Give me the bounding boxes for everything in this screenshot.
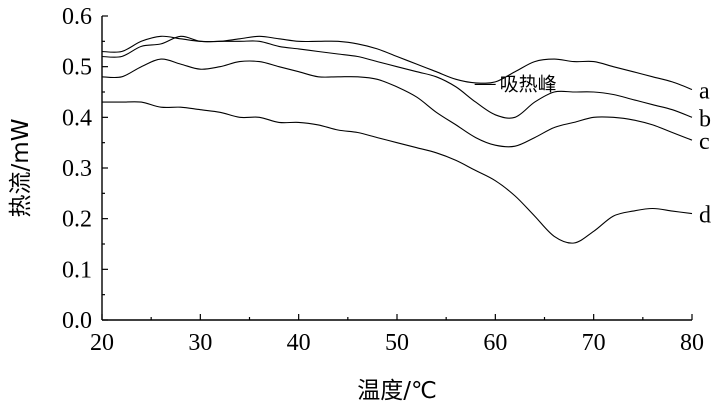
series-label-a: a: [699, 78, 710, 104]
x-tick-label-60: 60: [483, 330, 507, 356]
annotation-text: 吸热峰: [500, 73, 557, 95]
series-line-c: [101, 58, 693, 148]
y-tick-label-0.0: 0.0: [62, 308, 92, 334]
y-tick-label-0.5: 0.5: [62, 55, 92, 81]
axes: [101, 16, 692, 321]
y-ticks: 0.0 0.1 0.2 0.3 0.4 0.5 0.6: [62, 4, 108, 334]
y-tick-label-0.1: 0.1: [62, 257, 92, 283]
series-line-a: [101, 35, 693, 91]
x-tick-label-70: 70: [582, 330, 606, 356]
y-tick-label-0.3: 0.3: [62, 156, 92, 182]
series-label-d: d: [699, 203, 711, 229]
x-tick-label-20: 20: [90, 330, 114, 356]
endothermic-peak-annotation: 吸热峰: [474, 73, 557, 95]
y-tick-label-0.6: 0.6: [62, 4, 92, 30]
series-line-d: [102, 101, 693, 244]
x-ticks: 20 30 40 50 60 70 80: [90, 314, 704, 356]
x-axis-label: 温度/℃: [357, 378, 437, 404]
x-tick-label-50: 50: [385, 330, 409, 356]
x-tick-label-30: 30: [188, 330, 212, 356]
series-label-c: c: [699, 129, 710, 155]
x-tick-label-40: 40: [287, 330, 311, 356]
series-lines: [101, 35, 693, 244]
series-labels: abc d: [699, 78, 711, 228]
x-tick-label-80: 80: [680, 330, 704, 356]
series-label-b: b: [699, 106, 711, 132]
y-tick-label-0.2: 0.2: [62, 207, 92, 233]
series-line-b: [101, 35, 693, 119]
y-tick-label-0.4: 0.4: [62, 105, 92, 131]
y-axis-label: 热流/mW: [8, 119, 34, 218]
